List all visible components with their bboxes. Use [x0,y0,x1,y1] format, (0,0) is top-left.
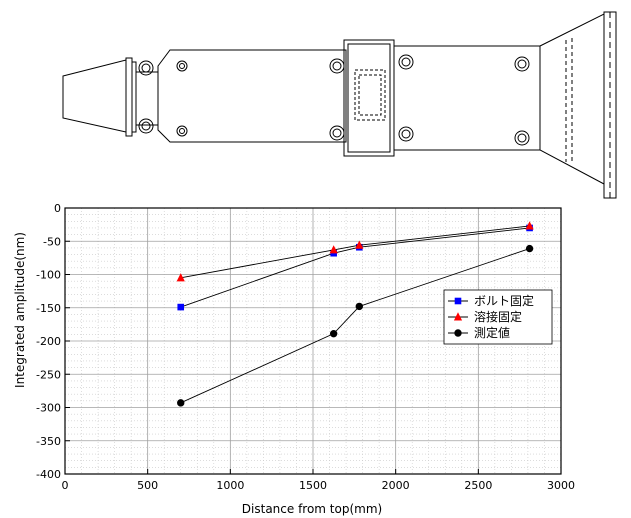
y-tick-label: -250 [36,368,61,381]
y-tick-label: -150 [36,302,61,315]
x-tick-label: 3000 [547,479,575,492]
legend-label: 測定値 [474,325,510,340]
x-tick-label: 1000 [216,479,244,492]
legend-item: ボルト固定 [448,293,534,308]
series-line [180,225,530,279]
series-3 [177,244,534,407]
data-point [176,273,185,282]
y-tick-label: -100 [36,269,61,282]
legend-item: 測定値 [448,325,510,340]
central-housing [329,39,414,157]
y-tick-label: -300 [36,402,61,415]
x-tick-labels: 0 500 1000 1500 2000 2500 3000 [62,479,576,492]
x-tick-label: 2500 [464,479,492,492]
left-cone [62,59,127,133]
data-point [329,245,338,254]
y-tick-label: -350 [36,435,61,448]
data-point [525,244,534,253]
axis-ticks [64,207,562,475]
right-cone [539,13,605,185]
data-point [177,399,185,407]
legend-marker [453,312,463,321]
main-body-right [393,45,541,151]
data-point [355,240,364,249]
legend-marker [454,329,462,337]
data-point [525,221,534,230]
data-point [329,329,338,338]
x-tick-label: 500 [137,479,158,492]
data-point [177,303,185,311]
x-axis-title: Distance from top(mm) [242,502,382,516]
chart: 0 500 1000 1500 2000 2500 3000 0 -50 -100 -150 -20… [13,202,575,516]
x-tick-label: 0 [62,479,69,492]
legend-label: ボルト固定 [474,293,534,308]
y-axis-title: Integrated amplitude(nm) [13,232,27,388]
y-tick-label: -200 [36,335,61,348]
data-point [355,302,363,311]
series-line [180,227,530,308]
y-tick-label: -50 [43,235,61,248]
legend-label: 溶接固定 [474,309,522,324]
right-end-flange [603,11,617,199]
main-body-left [157,49,347,143]
legend-item: 溶接固定 [448,309,522,324]
x-tick-label: 2000 [382,479,410,492]
y-tick-label: -400 [36,468,61,481]
legend-marker [454,297,462,305]
y-tick-labels: 0 -50 -100 -150 -200 -250 -300 -350 -400 [36,202,61,481]
x-tick-label: 1500 [299,479,327,492]
series-2 [176,221,534,282]
y-tick-label: 0 [54,202,61,215]
structure-drawing [62,11,617,199]
left-flange [125,57,158,137]
series-layer [176,221,534,407]
series-line [180,248,530,404]
